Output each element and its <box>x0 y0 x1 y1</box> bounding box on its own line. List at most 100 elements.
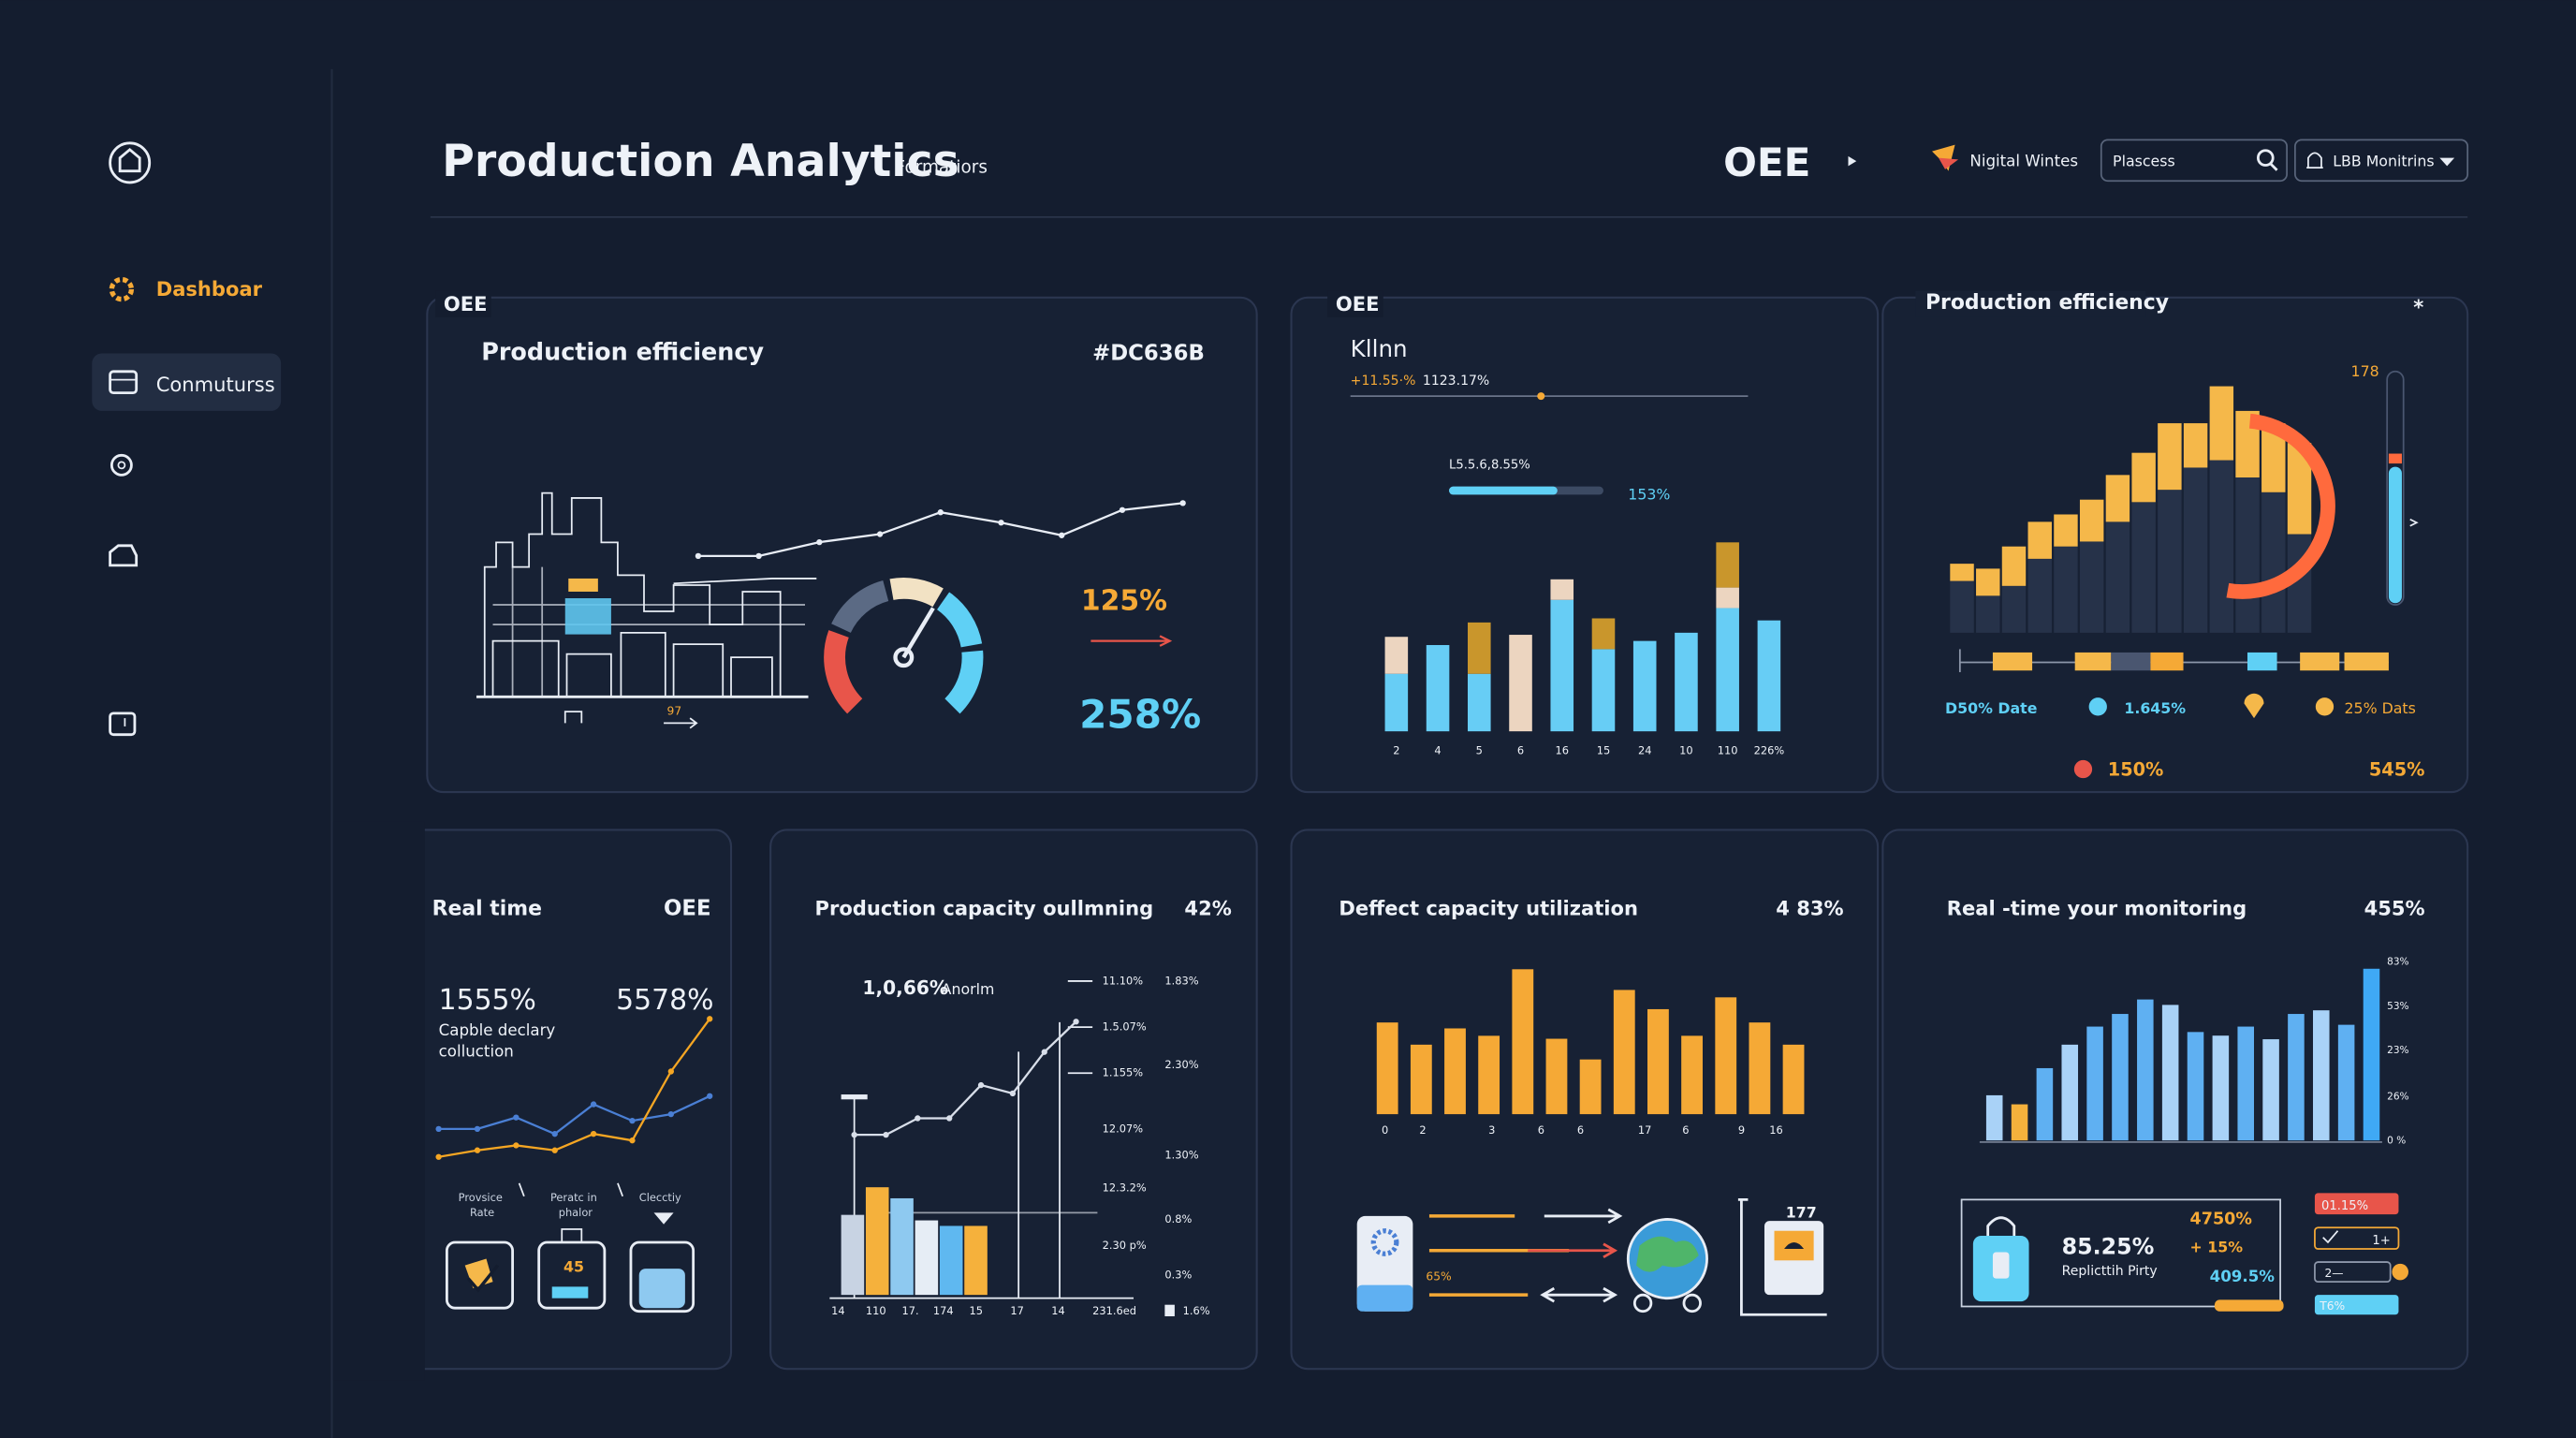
card-value: 42% <box>1184 897 1231 920</box>
timeline-strip <box>2300 652 2340 671</box>
bar <box>1426 645 1450 732</box>
card-backgrounds <box>332 821 425 1381</box>
headline: 1,0,66% <box>862 976 948 999</box>
caret <box>1848 155 1857 167</box>
axis-label: 1.6% <box>1183 1304 1210 1317</box>
bar <box>2001 585 2027 633</box>
nav-icon[interactable] <box>117 461 126 470</box>
dropdown[interactable] <box>2439 157 2455 167</box>
line-point <box>876 531 884 537</box>
nav-icon[interactable] <box>109 712 137 737</box>
bar <box>2054 514 2078 547</box>
search-box[interactable] <box>2100 139 2288 183</box>
bar <box>1545 1038 1568 1115</box>
status-pills: 01.15% 1+ 2— T6% <box>2314 1193 2408 1315</box>
status-pills <box>2322 1230 2339 1244</box>
nav-item[interactable]: Conmuturss <box>92 353 282 411</box>
axis-label: 2.30% <box>1164 1058 1198 1071</box>
axis-label: 0 % <box>2387 1136 2406 1147</box>
stat-dot <box>2073 759 2093 779</box>
page-subtitle: Formatiors <box>896 157 988 177</box>
card-title: Deffect capacity utilization <box>1339 897 1638 920</box>
nav-icon[interactable] <box>110 453 133 477</box>
bar <box>2261 492 2286 633</box>
kpi-box <box>1992 1252 2010 1279</box>
nav-icon[interactable] <box>109 544 139 567</box>
icon-label: Clecctiy <box>639 1191 681 1204</box>
x-tick-label: 110 <box>1718 744 1738 757</box>
search-box[interactable] <box>2269 162 2278 171</box>
nav-icon[interactable] <box>109 544 139 567</box>
line-point <box>998 520 1004 526</box>
bar <box>2079 499 2104 542</box>
nav-item[interactable] <box>92 353 282 411</box>
card-tag: OEE <box>664 897 711 921</box>
line-series <box>438 1094 710 1136</box>
bar <box>2262 1039 2279 1141</box>
x-tick-label: 17 <box>1638 1123 1651 1137</box>
nav-icon[interactable] <box>109 712 137 737</box>
dropdown[interactable]: LBB Monitrins <box>2294 139 2469 183</box>
bar <box>2187 1032 2204 1141</box>
line-point <box>1073 1019 1079 1025</box>
search-box[interactable] <box>2256 149 2275 167</box>
line-point <box>629 1117 636 1124</box>
nav-icon[interactable] <box>110 453 133 477</box>
card-title: Production efficiency <box>1925 291 2169 315</box>
badge: 45 <box>564 1258 584 1276</box>
side-value: 409.5% <box>2210 1268 2276 1285</box>
search-placeholder[interactable]: Plascess <box>2113 152 2175 169</box>
x-tick-label: 3 <box>1488 1123 1495 1137</box>
line-point <box>551 1131 558 1137</box>
user-name[interactable]: Nigital Wintes <box>1969 152 2078 169</box>
axis-label: 53% <box>2387 1001 2408 1012</box>
dropdown[interactable] <box>2306 152 2323 169</box>
factory-illustration <box>568 578 598 592</box>
nav-item[interactable] <box>109 370 139 395</box>
process-illustration <box>1540 1286 1618 1303</box>
x-tick-label: 6 <box>1538 1123 1544 1137</box>
search-box[interactable]: Plascess <box>2100 139 2288 183</box>
dropdown-label[interactable]: LBB Monitrins <box>2333 152 2434 169</box>
dropdown[interactable] <box>2294 139 2469 183</box>
bar <box>2209 460 2234 633</box>
kpi-value: 1555% <box>439 984 536 1017</box>
kpi-label: Replicttih Pirty <box>2062 1264 2158 1279</box>
process-illustration <box>1636 1236 1699 1272</box>
line-point <box>1059 532 1065 538</box>
legend-dot <box>2315 697 2334 716</box>
bar <box>1716 542 1739 588</box>
process-illustration <box>1356 1284 1413 1312</box>
x-tick-label: 2 <box>1419 1123 1426 1137</box>
caption: colluction <box>439 1043 514 1061</box>
timeline-strip <box>2150 652 2184 671</box>
gauge-segment <box>889 578 944 608</box>
card-capacity <box>1164 1304 1175 1316</box>
legend-dot <box>2244 693 2264 719</box>
line-point <box>695 552 702 560</box>
nav-label[interactable]: Conmuturss <box>156 373 275 396</box>
factory-illustration <box>476 492 809 729</box>
card-backgrounds <box>1290 296 1880 794</box>
kpi-value: 85.25% <box>2062 1233 2155 1259</box>
axis-label: 23% <box>2387 1045 2408 1056</box>
nav-label[interactable]: Dashboar <box>156 277 263 301</box>
user-button[interactable] <box>1939 157 1959 169</box>
axis-label: 0.8% <box>1164 1212 1192 1225</box>
line-point <box>590 1101 597 1108</box>
status-icons <box>445 1240 514 1310</box>
user-button[interactable]: Nigital Wintes <box>1932 144 2078 171</box>
chart-frame <box>841 1094 868 1100</box>
x-tick-label: 6 <box>1517 744 1524 757</box>
axis-label: 0.3% <box>1164 1269 1192 1282</box>
bar <box>1579 1059 1602 1115</box>
x-tick-label: 15 <box>970 1304 983 1317</box>
bar <box>1985 1094 2003 1141</box>
bar <box>2158 423 2182 491</box>
axis-label: 83% <box>2387 956 2408 967</box>
home-icon <box>118 148 141 173</box>
axis-label: 11.10% <box>1103 974 1144 987</box>
peak-label: 178 <box>2351 362 2379 380</box>
bar <box>1512 969 1534 1115</box>
